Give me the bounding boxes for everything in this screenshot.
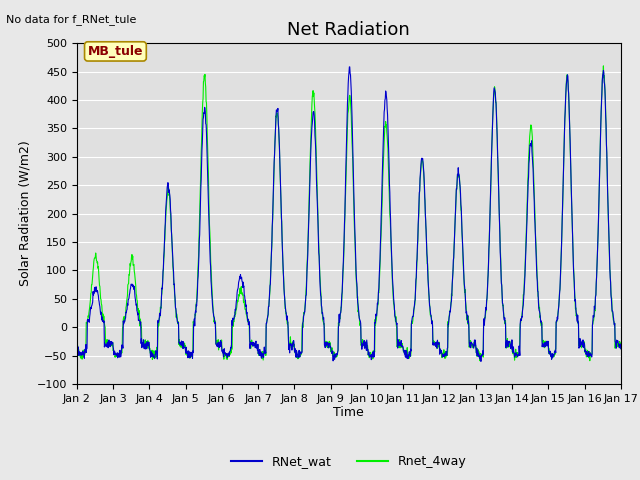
Legend: RNet_wat, Rnet_4way: RNet_wat, Rnet_4way [226, 450, 472, 473]
RNet_wat [505, 338, 513, 344]
Rnet_4way [255, 348, 262, 354]
RNet_wat [617, 346, 625, 352]
Title: Net Radiation: Net Radiation [287, 21, 410, 39]
Rnet_4way [552, 319, 560, 325]
Rnet_4way [180, 340, 188, 346]
RNet_wat [477, 359, 484, 364]
Y-axis label: Solar Radiation (W/m2): Solar Radiation (W/m2) [18, 141, 31, 287]
RNet_wat [194, 277, 202, 283]
Rnet_4way [194, 270, 202, 276]
Rnet_4way [433, 342, 441, 348]
RNet_wat [180, 345, 188, 350]
RNet_wat [255, 348, 262, 354]
Text: No data for f_RNet_tule: No data for f_RNet_tule [6, 14, 137, 25]
RNet_wat [73, 343, 81, 348]
Rnet_4way [600, 63, 607, 69]
Rnet_4way [73, 346, 81, 352]
RNet_wat [434, 337, 442, 343]
RNet_wat [346, 64, 353, 70]
X-axis label: Time: Time [333, 407, 364, 420]
Line: Rnet_4way: Rnet_4way [77, 66, 621, 361]
Line: RNet_wat: RNet_wat [77, 67, 621, 361]
Rnet_4way [504, 339, 512, 345]
Rnet_4way [617, 346, 625, 351]
RNet_wat [553, 318, 561, 324]
Rnet_4way [586, 358, 594, 364]
Text: MB_tule: MB_tule [88, 45, 143, 58]
